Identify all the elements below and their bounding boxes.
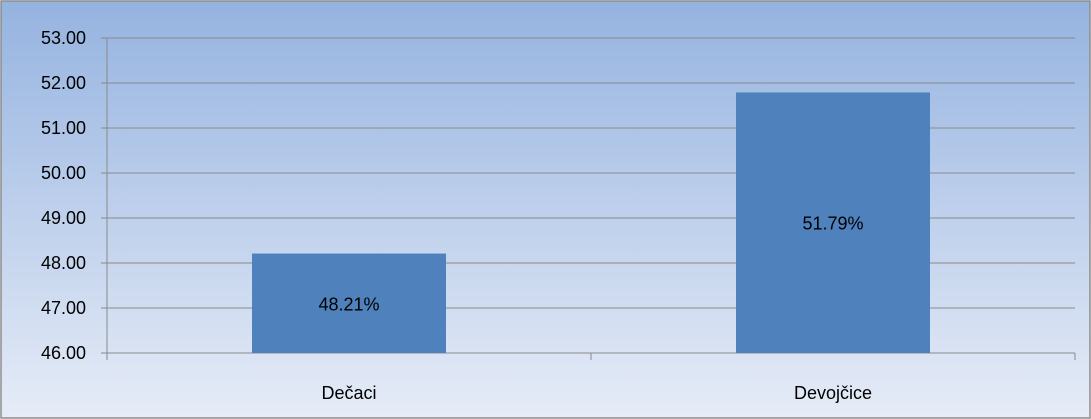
y-tick-label: 51.00: [41, 118, 86, 138]
x-tick-label: Devojčice: [794, 383, 872, 403]
y-tick-label: 50.00: [41, 163, 86, 183]
labels: 46.00 47.00 48.00 49.00 50.00 51.00 52.00 53.00…: [41, 28, 872, 403]
y-tick-label: 48.00: [41, 253, 86, 273]
x-tick-label: Dečaci: [321, 383, 376, 403]
bars: [252, 92, 930, 353]
y-tick-label: 47.00: [41, 298, 86, 318]
bar: [252, 253, 446, 353]
y-tick-label: 52.00: [41, 73, 86, 93]
y-tick-label: 49.00: [41, 208, 86, 228]
data-label: 51.79%: [802, 214, 863, 234]
bar: [736, 92, 930, 353]
y-tick-label: 46.00: [41, 343, 86, 363]
y-tick-label: 53.00: [41, 28, 86, 48]
data-label: 48.21%: [318, 294, 379, 314]
